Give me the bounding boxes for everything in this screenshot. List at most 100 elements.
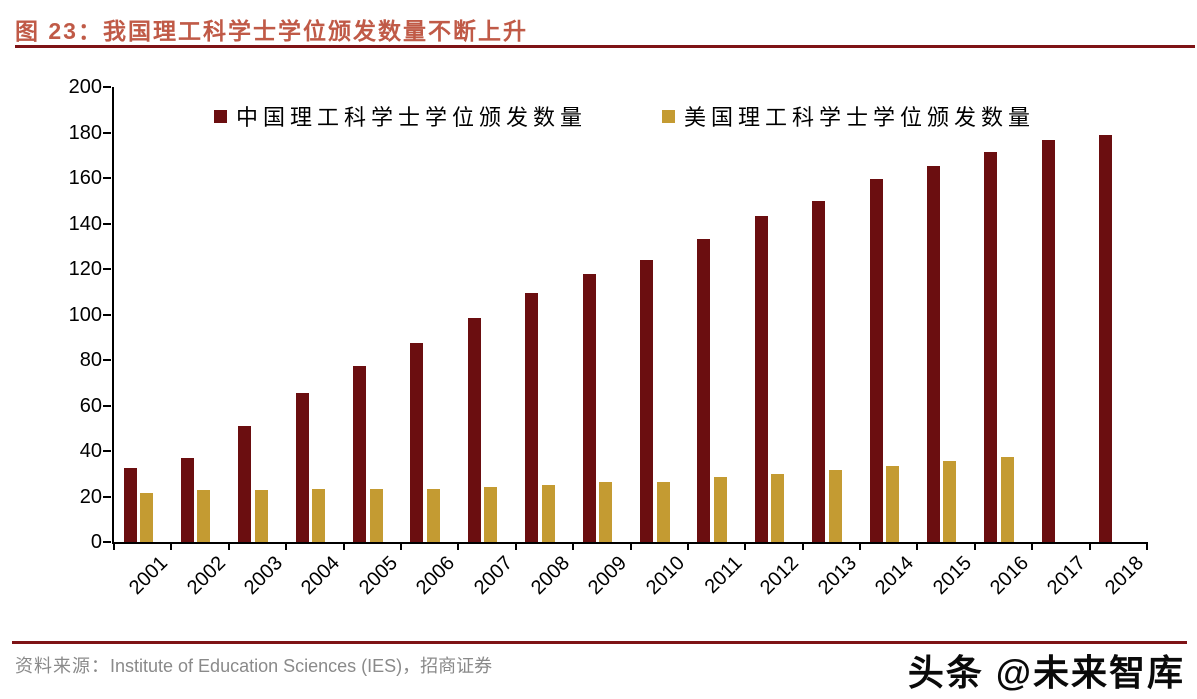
bar-us-2003 — [254, 489, 268, 542]
x-axis-tick — [1088, 542, 1091, 550]
legend-label-us: 美国理工科学士学位颁发数量 — [684, 105, 1036, 130]
y-axis-tick-200 — [103, 86, 111, 88]
x-axis-tick — [973, 542, 976, 550]
y-axis-tick-140 — [103, 222, 111, 225]
bar-us-2012 — [771, 473, 785, 542]
x-axis-tick — [170, 542, 173, 550]
y-axis-tick-120 — [103, 268, 111, 270]
bar-us-2002 — [197, 489, 211, 542]
bar-china-2007 — [467, 317, 481, 542]
y-axis-label-40: 40 — [79, 440, 102, 462]
source-text: Institute of Education Sciences (IES)，招商… — [110, 656, 493, 676]
bar-china-2009 — [582, 273, 596, 542]
y-axis-tick-180 — [103, 131, 111, 134]
x-axis-label-2010: 2010 — [641, 552, 689, 600]
y-axis-tick-40 — [103, 450, 111, 452]
bar-us-2007 — [484, 487, 498, 542]
x-axis-tick — [399, 542, 402, 550]
y-axis-tick-0 — [103, 541, 111, 543]
x-axis-label-2012: 2012 — [756, 552, 804, 600]
x-axis-label-2018: 2018 — [1100, 552, 1148, 600]
footer-divider-line — [12, 641, 1187, 644]
bar-us-2009 — [599, 481, 613, 542]
legend-swatch-us — [662, 109, 675, 123]
y-axis-label-140: 140 — [68, 212, 102, 235]
y-axis-label-100: 100 — [68, 303, 102, 326]
x-axis-tick — [916, 542, 919, 550]
bar-china-2005 — [353, 365, 367, 542]
bar-china-2006 — [410, 342, 424, 542]
y-axis-label-120: 120 — [68, 258, 102, 280]
y-axis-tick-100 — [103, 313, 111, 316]
x-axis-label-2013: 2013 — [813, 552, 861, 600]
source-note: 资料来源：Institute of Education Sciences (IE… — [15, 652, 492, 678]
bar-china-2008 — [525, 292, 539, 542]
x-axis-tick — [285, 542, 288, 550]
bar-us-2014 — [886, 465, 900, 542]
y-axis-label-200: 200 — [68, 76, 102, 98]
bar-us-2011 — [713, 477, 727, 542]
legend-item-china: 中国理工科学士学位颁发数量 — [214, 100, 587, 132]
x-axis-tick — [1146, 542, 1148, 550]
y-axis-tick-80 — [103, 359, 111, 361]
x-axis-label-2009: 2009 — [584, 552, 632, 600]
bar-us-2013 — [828, 470, 842, 542]
bar-us-2006 — [426, 488, 440, 542]
bar-china-2012 — [754, 215, 768, 542]
bar-us-2015 — [943, 461, 957, 542]
y-axis-label-0: 0 — [90, 531, 102, 553]
bar-china-2004 — [295, 393, 309, 542]
x-axis-label-2003: 2003 — [240, 552, 288, 600]
x-axis-tick — [457, 542, 460, 550]
y-axis-label-180: 180 — [68, 121, 102, 144]
bar-us-2005 — [369, 488, 383, 542]
bar-us-2004 — [312, 488, 326, 542]
x-axis-label-2017: 2017 — [1043, 552, 1091, 600]
bar-china-2013 — [812, 200, 826, 542]
x-axis-label-2001: 2001 — [125, 552, 173, 600]
bar-china-2010 — [640, 259, 653, 542]
bar-china-2003 — [238, 425, 252, 542]
x-axis-label-2011: 2011 — [700, 552, 747, 598]
x-axis-tick — [744, 542, 747, 550]
x-axis-tick — [1031, 542, 1034, 550]
legend-item-us: 美国理工科学士学位颁发数量 — [662, 100, 1035, 132]
plot-area: 0 20 40 60 80 100 120 140 160 180 200 2001 2002 2003 2… — [69, 76, 1148, 599]
legend-label-china: 中国理工科学士学位颁发数量 — [236, 105, 588, 130]
bar-us-2010 — [656, 481, 670, 542]
bar-us-2008 — [541, 485, 555, 542]
x-axis-tick — [859, 542, 862, 550]
x-axis-label-2016: 2016 — [986, 552, 1034, 600]
x-axis-label-2006: 2006 — [412, 552, 460, 600]
x-axis-label-2004: 2004 — [297, 552, 345, 600]
x-axis-tick — [113, 542, 115, 550]
x-axis-label-2002: 2002 — [182, 552, 230, 600]
x-axis-tick — [227, 542, 230, 550]
x-axis-label-2008: 2008 — [526, 552, 574, 600]
x-axis-label-2007: 2007 — [469, 552, 517, 600]
bar-china-2001 — [123, 468, 137, 542]
bar-china-2018 — [1099, 134, 1113, 542]
x-axis-label-2015: 2015 — [928, 552, 976, 600]
legend-swatch-china — [214, 109, 227, 123]
bar-china-2016 — [984, 151, 998, 542]
y-axis-tick-60 — [103, 404, 111, 407]
x-axis-tick — [686, 542, 689, 550]
x-axis-tick — [572, 542, 575, 550]
x-axis-label-2005: 2005 — [354, 552, 402, 600]
bar-china-2014 — [869, 179, 883, 542]
y-axis-label-60: 60 — [79, 394, 102, 417]
bar-us-2001 — [140, 493, 153, 542]
bar-china-2015 — [926, 165, 940, 542]
bar-china-2011 — [697, 239, 711, 542]
source-prefix: 资料来源： — [15, 656, 110, 676]
bar-china-2017 — [1041, 140, 1055, 542]
title-divider-line — [15, 45, 1195, 48]
y-axis-label-160: 160 — [68, 167, 102, 189]
x-axis-tick — [514, 542, 517, 550]
y-axis-label-80: 80 — [79, 349, 102, 371]
bar-us-2016 — [1000, 456, 1014, 542]
x-axis-tick — [342, 542, 345, 550]
bar-china-2002 — [180, 457, 194, 542]
figure-title: 图 23：我国理工科学士学位颁发数量不断上升 — [15, 18, 528, 44]
